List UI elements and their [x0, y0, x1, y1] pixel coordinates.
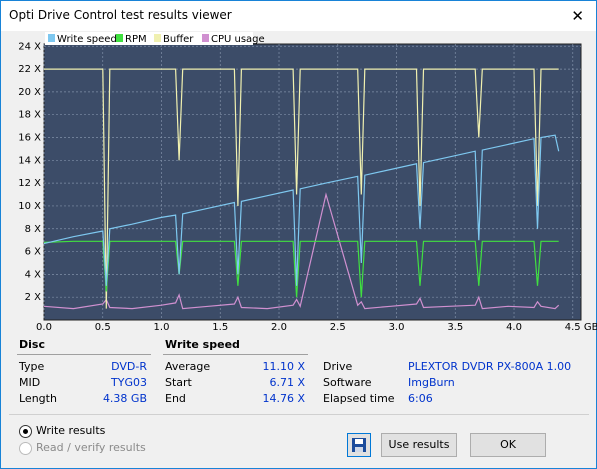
value: 4.38 GB	[102, 392, 147, 405]
label: End	[165, 392, 186, 405]
label: Elapsed time	[323, 392, 395, 405]
value: 6:06	[408, 392, 433, 405]
value: 11.10 X	[262, 360, 305, 373]
title-bar: Opti Drive Control test results viewer ✕	[1, 1, 596, 31]
label: Length	[19, 392, 57, 405]
radio-label[interactable]: Write results	[36, 424, 106, 437]
value: 6.71 X	[269, 376, 305, 389]
legend-label: Write speed	[57, 34, 117, 45]
label: MID	[19, 376, 41, 389]
legend-swatch	[48, 34, 55, 42]
ok-button[interactable]: OK	[470, 433, 546, 457]
legend-label: CPU usage	[211, 34, 265, 45]
window-title: Opti Drive Control test results viewer	[9, 8, 232, 22]
save-icon	[352, 438, 366, 452]
series-line	[43, 240, 559, 298]
y-tick-label: 6 X	[25, 247, 42, 258]
radio-dot	[23, 429, 28, 434]
close-button[interactable]: ✕	[571, 7, 584, 25]
value: 14.76 X	[262, 392, 305, 405]
value: PLEXTOR DVDR PX-800A 1.00	[408, 360, 572, 373]
y-tick-label: 12 X	[18, 178, 41, 189]
y-tick-label: 18 X	[18, 110, 41, 121]
legend-swatch	[116, 34, 123, 42]
value: TYG03	[111, 376, 147, 389]
x-tick-label: 1.5	[212, 322, 228, 333]
label: Drive	[323, 360, 353, 373]
radio-button[interactable]	[19, 425, 32, 438]
radio-label[interactable]: Read / verify results	[36, 441, 146, 454]
y-tick-label: 2 X	[25, 292, 42, 303]
x-tick-label: 2.0	[271, 322, 287, 333]
series-line	[44, 68, 559, 309]
radio-button[interactable]	[19, 442, 32, 455]
label: Software	[323, 376, 372, 389]
save-button[interactable]	[347, 433, 371, 457]
legend-label: Buffer	[163, 34, 194, 45]
separator	[163, 354, 308, 355]
x-tick-label: 3.0	[389, 322, 405, 333]
x-tick-label: 1.0	[154, 322, 170, 333]
y-tick-label: 20 X	[18, 87, 41, 98]
y-tick-label: 10 X	[18, 201, 41, 212]
x-tick-label: 2.5	[330, 322, 346, 333]
x-tick-label: 0.0	[36, 322, 52, 333]
legend-swatch	[202, 34, 209, 42]
y-tick-label: 24 X	[18, 41, 41, 52]
separator	[9, 414, 589, 415]
series-line	[43, 134, 560, 286]
x-tick-label: 3.5	[447, 322, 463, 333]
use-results-button[interactable]: Use results	[381, 433, 457, 457]
x-tick-label: 0.5	[95, 322, 111, 333]
y-tick-label: 4 X	[25, 269, 42, 280]
label: Average	[165, 360, 211, 373]
value: ImgBurn	[408, 376, 455, 389]
plot-area	[43, 43, 582, 321]
label: Start	[165, 376, 192, 389]
y-tick-label: 22 X	[18, 64, 41, 75]
legend-swatch	[154, 34, 161, 42]
y-tick-label: 16 X	[18, 133, 41, 144]
section-header: Write speed	[165, 338, 240, 351]
y-tick-label: 8 X	[25, 224, 42, 235]
section-header: Disc	[19, 338, 45, 351]
label: Type	[19, 360, 45, 373]
legend-box	[45, 32, 253, 45]
value: DVD-R	[111, 360, 147, 373]
y-tick-label: 14 X	[18, 155, 41, 166]
chart: 2 X 4 X 6 X 8 X 10 X 12 X 14 X 16 X 18 X 20 X 22 X…	[5, 31, 597, 336]
legend-label: RPM	[125, 34, 147, 45]
x-tick-label: 4.0	[506, 322, 522, 333]
series-line	[43, 192, 560, 310]
separator	[17, 354, 151, 355]
x-tick-label: 4.5 GB	[565, 322, 597, 333]
